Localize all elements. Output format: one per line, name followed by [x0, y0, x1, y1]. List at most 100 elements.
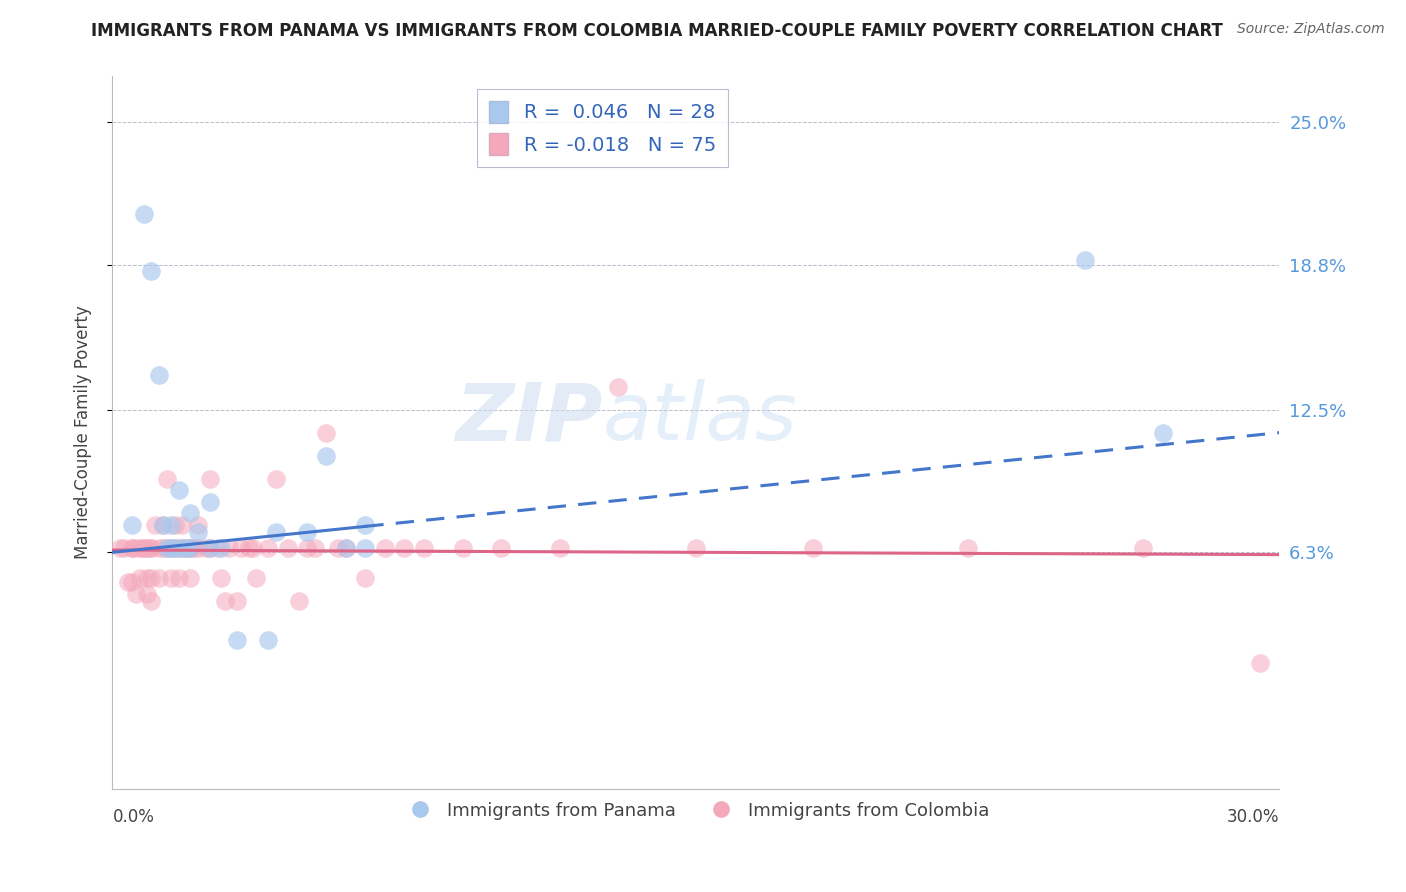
Point: [187, 524, 209, 539]
Point: [214, 593, 236, 607]
Point: [187, 541, 209, 555]
Point: [198, 541, 221, 555]
Point: [167, 571, 190, 585]
Point: [209, 571, 232, 585]
Point: [335, 541, 357, 555]
Point: [160, 541, 183, 555]
Point: [117, 575, 139, 590]
Point: [451, 541, 474, 555]
Point: [229, 541, 252, 555]
Point: [315, 425, 337, 440]
Point: [194, 541, 217, 555]
Point: [315, 449, 337, 463]
Point: [295, 524, 318, 539]
Point: [160, 571, 183, 585]
Point: [121, 541, 143, 555]
Point: [607, 379, 630, 393]
Point: [187, 517, 209, 532]
Point: [167, 483, 190, 498]
Point: [143, 517, 166, 532]
Point: [1074, 252, 1097, 267]
Point: [238, 541, 260, 555]
Point: [354, 541, 377, 555]
Point: [148, 368, 170, 382]
Point: [1152, 425, 1174, 440]
Text: IMMIGRANTS FROM PANAMA VS IMMIGRANTS FROM COLOMBIA MARRIED-COUPLE FAMILY POVERTY: IMMIGRANTS FROM PANAMA VS IMMIGRANTS FRO…: [91, 22, 1223, 40]
Point: [1249, 656, 1271, 670]
Point: [218, 541, 240, 555]
Point: [491, 541, 513, 555]
Point: [264, 472, 287, 486]
Point: [957, 541, 980, 555]
Point: [374, 541, 396, 555]
Text: 30.0%: 30.0%: [1227, 807, 1279, 825]
Point: [160, 517, 183, 532]
Point: [1132, 541, 1154, 555]
Y-axis label: Married-Couple Family Poverty: Married-Couple Family Poverty: [73, 306, 91, 559]
Point: [176, 541, 198, 555]
Point: [179, 541, 201, 555]
Point: [288, 593, 311, 607]
Point: [207, 541, 229, 555]
Point: [163, 541, 186, 555]
Point: [141, 264, 163, 278]
Point: [257, 632, 280, 647]
Point: [121, 575, 143, 590]
Text: 0.0%: 0.0%: [112, 807, 155, 825]
Point: [172, 517, 194, 532]
Point: [167, 541, 190, 555]
Point: [128, 571, 150, 585]
Point: [121, 541, 143, 555]
Point: [176, 541, 198, 555]
Point: [198, 472, 221, 486]
Point: [245, 571, 267, 585]
Point: [152, 517, 174, 532]
Point: [304, 541, 326, 555]
Legend: Immigrants from Panama, Immigrants from Colombia: Immigrants from Panama, Immigrants from …: [395, 795, 997, 827]
Point: [136, 587, 159, 601]
Point: [132, 207, 155, 221]
Text: atlas: atlas: [603, 379, 797, 458]
Point: [163, 517, 186, 532]
Point: [136, 571, 159, 585]
Point: [226, 593, 249, 607]
Point: [295, 541, 318, 555]
Point: [198, 541, 221, 555]
Point: [128, 541, 150, 555]
Point: [179, 571, 201, 585]
Point: [179, 541, 201, 555]
Point: [160, 541, 183, 555]
Point: [148, 571, 170, 585]
Point: [125, 587, 148, 601]
Point: [156, 541, 179, 555]
Point: [163, 541, 186, 555]
Text: Source: ZipAtlas.com: Source: ZipAtlas.com: [1237, 22, 1385, 37]
Point: [172, 541, 194, 555]
Point: [141, 571, 163, 585]
Point: [121, 517, 143, 532]
Point: [132, 541, 155, 555]
Point: [141, 541, 163, 555]
Point: [183, 541, 205, 555]
Point: [141, 541, 163, 555]
Point: [335, 541, 357, 555]
Point: [209, 541, 232, 555]
Point: [112, 541, 135, 555]
Point: [354, 517, 377, 532]
Point: [125, 541, 148, 555]
Point: [276, 541, 298, 555]
Point: [264, 524, 287, 539]
Point: [242, 541, 264, 555]
Point: [685, 541, 707, 555]
Point: [354, 571, 377, 585]
Point: [257, 541, 280, 555]
Point: [179, 506, 201, 520]
Point: [156, 541, 179, 555]
Point: [132, 541, 155, 555]
Point: [394, 541, 416, 555]
Point: [152, 517, 174, 532]
Point: [412, 541, 434, 555]
Point: [326, 541, 349, 555]
Point: [136, 541, 159, 555]
Point: [148, 541, 170, 555]
